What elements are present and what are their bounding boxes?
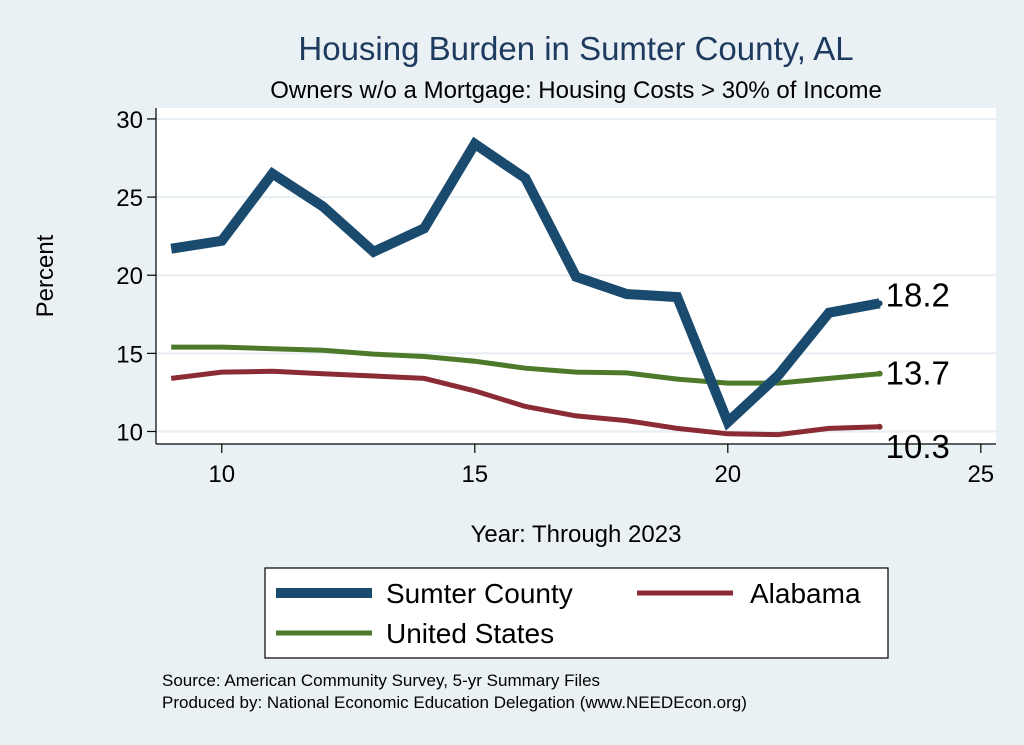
chart-subtitle: Owners w/o a Mortgage: Housing Costs > 3… xyxy=(270,77,882,104)
series-endpoint-united-states xyxy=(876,370,883,377)
end-label-alabama: 10.3 xyxy=(886,428,950,465)
series-endpoint-alabama xyxy=(876,423,883,430)
series-line-united-states xyxy=(171,344,880,386)
end-labels: 13.7 10.3 18.2 xyxy=(876,276,950,465)
source-line-1: Source: American Community Survey, 5-yr … xyxy=(162,671,600,690)
end-label-united-states: 13.7 xyxy=(886,355,950,392)
series-line-sumter-county xyxy=(170,136,881,431)
legend-box xyxy=(264,567,889,659)
x-tick-label-10: 10 xyxy=(208,461,235,488)
x-tick-label-25: 25 xyxy=(967,461,994,488)
y-tick-label-15: 15 xyxy=(116,341,143,368)
source-line-2: Produced by: National Economic Education… xyxy=(162,693,747,712)
x-tick-label-15: 15 xyxy=(461,461,488,488)
y-tick-label-25: 25 xyxy=(116,185,143,212)
legend-label-alabama: Alabama xyxy=(750,578,861,609)
x-axis-ticks: 10 15 20 25 xyxy=(208,444,994,488)
legend: Sumter County Alabama United States xyxy=(264,567,889,659)
x-tick-label-20: 20 xyxy=(714,461,741,488)
end-label-sumter-county: 18.2 xyxy=(886,276,950,313)
series-layer xyxy=(170,136,881,438)
y-axis-label: Percent xyxy=(32,234,59,317)
x-axis-label: Year: Through 2023 xyxy=(471,521,682,548)
y-tick-label-20: 20 xyxy=(116,263,143,290)
series-endpoint-sumter-county xyxy=(876,300,883,307)
y-tick-label-30: 30 xyxy=(116,107,143,134)
series-line-alabama xyxy=(170,368,880,438)
y-axis-ticks: 10 15 20 25 30 xyxy=(116,107,156,446)
legend-label-us: United States xyxy=(386,618,554,649)
chart-title: Housing Burden in Sumter County, AL xyxy=(298,30,853,67)
y-tick-label-10: 10 xyxy=(116,419,143,446)
legend-label-sumter: Sumter County xyxy=(386,578,573,609)
